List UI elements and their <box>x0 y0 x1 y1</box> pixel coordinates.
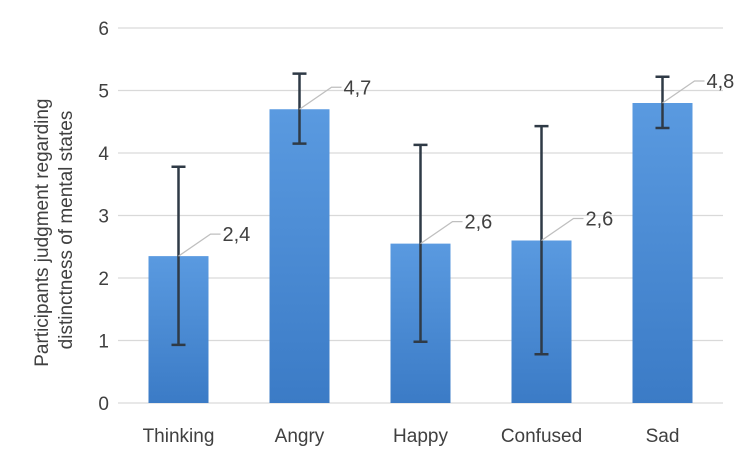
y-tick-label: 5 <box>98 82 109 103</box>
y-tick-label: 0 <box>98 394 109 415</box>
category-label-confused: Confused <box>501 426 582 447</box>
y-tick-label: 4 <box>98 144 109 165</box>
category-label-sad: Sad <box>646 426 680 447</box>
data-label-confused: 2,6 <box>586 209 614 231</box>
data-label-leader <box>662 80 705 104</box>
data-label-leader <box>420 220 463 245</box>
category-label-angry: Angry <box>275 426 325 447</box>
data-label-angry: 4,7 <box>344 77 372 99</box>
data-label-leader <box>541 217 584 242</box>
y-axis-title: Participants judgment regarding distinct… <box>32 93 77 367</box>
data-label-leader <box>299 86 342 110</box>
y-tick-label: 3 <box>98 207 109 228</box>
y-tick-label: 6 <box>98 19 109 40</box>
y-axis-title-line-2: distinctness of mental states <box>56 111 77 350</box>
category-label-thinking: Thinking <box>143 426 215 447</box>
y-tick-label: 2 <box>98 269 109 290</box>
y-axis-ticks: 0 1 2 3 4 5 6 <box>98 19 109 415</box>
data-labels: 2,4 4,7 2,6 2,6 4,8 <box>178 71 735 257</box>
bar-sad <box>632 103 693 403</box>
data-label-happy: 2,6 <box>465 212 493 234</box>
data-label-leader <box>178 233 221 257</box>
category-label-happy: Happy <box>393 426 448 447</box>
y-tick-label: 1 <box>98 332 109 353</box>
bar-angry <box>269 109 330 403</box>
data-label-sad: 4,8 <box>707 71 735 93</box>
category-labels: Thinking Angry Happy Confused Sad <box>143 426 680 447</box>
y-axis-title-line-1: Participants judgment regarding <box>32 99 53 367</box>
data-label-thinking: 2,4 <box>223 224 251 246</box>
